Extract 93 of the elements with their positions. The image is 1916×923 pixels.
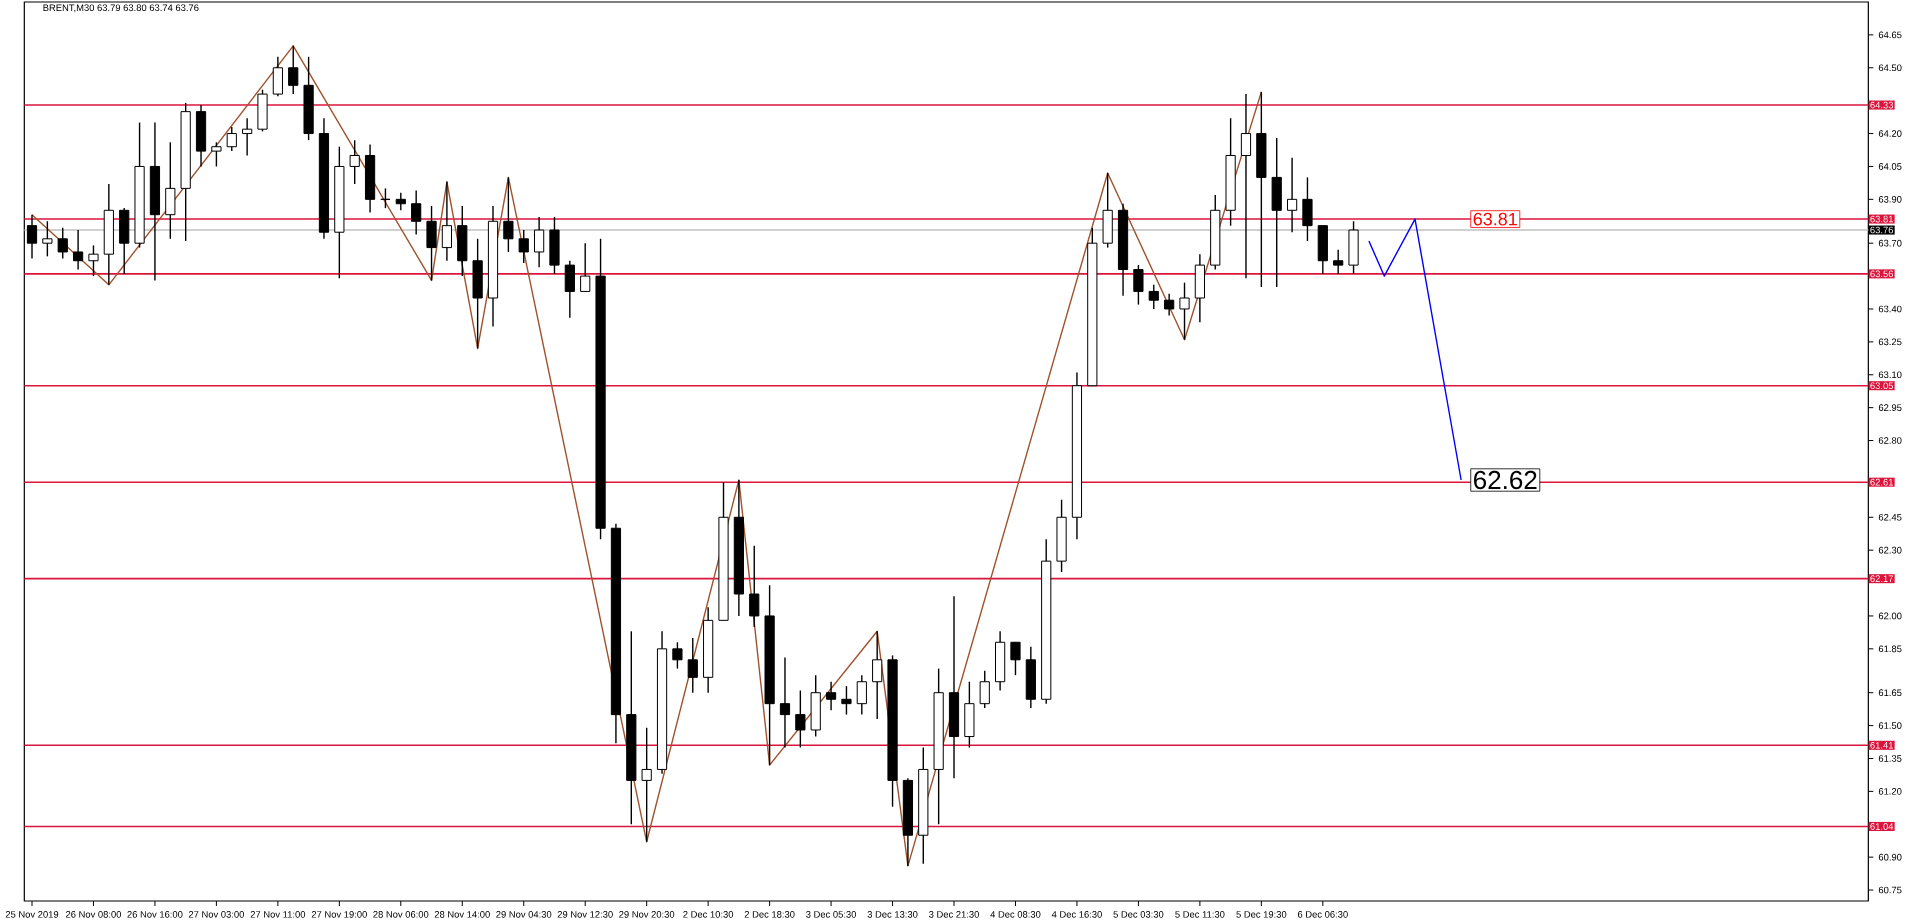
- y-tick-label: 64.20: [1878, 130, 1902, 137]
- candlestick: [1240, 93, 1252, 279]
- candlestick: [42, 220, 53, 258]
- y-tick-label: 60.75: [1878, 886, 1902, 894]
- x-tick-label: 5 Dec 11:30: [1175, 911, 1225, 918]
- line-series: [1368, 218, 1462, 481]
- x-tick-label: 28 Nov 14:00: [434, 911, 490, 918]
- y-tick-label: 62.95: [1878, 404, 1902, 411]
- ref-line-label: 63.81: [1870, 215, 1894, 223]
- candlestick: [57, 227, 68, 260]
- x-tick-label: 28 Nov 06:00: [373, 911, 429, 918]
- y-tick-label: 64.65: [1878, 31, 1902, 39]
- y-tick-label: 63.70: [1878, 239, 1902, 247]
- candlestick: [503, 176, 514, 253]
- x-tick-label: 2 Dec 10:30: [683, 911, 734, 918]
- ref-line-label: 62.17: [1870, 575, 1893, 582]
- x-tick-label: 5 Dec 19:30: [1236, 911, 1287, 918]
- candlestick: [641, 727, 652, 843]
- candlestick: [1179, 281, 1190, 341]
- x-tick-label: 2 Dec 18:30: [744, 911, 795, 918]
- y-tick-label: 64.50: [1878, 64, 1902, 72]
- candlestick: [288, 45, 299, 95]
- x-tick-label: 29 Nov 12:30: [557, 911, 613, 918]
- y-tick-label: 63.40: [1878, 305, 1902, 313]
- candlestick: [841, 685, 852, 716]
- candlestick: [825, 681, 837, 711]
- x-tick-label: 5 Dec 03:30: [1113, 911, 1164, 918]
- ref-line-label: 61.41: [1870, 741, 1894, 749]
- candlestick: [226, 126, 237, 152]
- x-tick-label: 25 Nov 2019: [5, 911, 59, 918]
- y-tick-label: 62.80: [1878, 437, 1902, 444]
- candlestick: [211, 141, 222, 168]
- y-tick-label: 63.25: [1878, 338, 1902, 346]
- ref-line-label: 63.56: [1870, 270, 1894, 278]
- y-tick-label: 62.45: [1878, 513, 1902, 521]
- y-tick-label: 61.50: [1878, 722, 1902, 729]
- candlestick: [1286, 156, 1298, 233]
- x-tick-label: 27 Nov 19:00: [311, 911, 367, 918]
- y-tick-label: 60.90: [1878, 853, 1902, 861]
- x-tick-label: 27 Nov 11:00: [250, 911, 306, 918]
- candlestick: [533, 216, 545, 269]
- annotation: 62.62: [1474, 470, 1537, 490]
- ref-line-label: 63.05: [1870, 382, 1894, 390]
- y-tick-label: 61.85: [1878, 645, 1902, 653]
- x-tick-label: 4 Dec 16:30: [1051, 911, 1102, 918]
- x-tick-label: 26 Nov 16:00: [127, 911, 183, 918]
- candlestick: [872, 630, 883, 720]
- ref-line-label: 62.61: [1870, 478, 1894, 486]
- x-tick-label: 3 Dec 21:30: [929, 911, 979, 918]
- x-tick-label: 3 Dec 05:30: [806, 911, 857, 918]
- candlestick: [1333, 249, 1344, 275]
- candlestick: [518, 229, 529, 264]
- candlestick: [395, 192, 406, 211]
- x-tick-label: 29 Nov 04:30: [496, 911, 552, 918]
- x-tick-label: 29 Nov 20:30: [619, 911, 675, 918]
- candlestick: [349, 139, 360, 185]
- annotation: 63.81: [1473, 212, 1517, 226]
- x-tick-label: 4 Dec 08:30: [990, 911, 1041, 918]
- y-tick-label: 61.35: [1878, 755, 1902, 762]
- y-tick-label: 62.00: [1878, 612, 1902, 620]
- candlestick: [580, 242, 591, 293]
- ref-line-label: 64.33: [1870, 101, 1894, 109]
- candlestick: [26, 213, 38, 260]
- y-tick-label: 62.30: [1878, 546, 1902, 554]
- candlestick: [1164, 292, 1175, 317]
- candlestick: [749, 545, 760, 628]
- candlestick: [779, 656, 791, 749]
- y-tick-label: 63.90: [1878, 196, 1902, 203]
- candlestick: [1010, 641, 1021, 676]
- y-tick-label: 64.05: [1878, 163, 1902, 170]
- chart-title: BRENT,M30 63.79 63.80 63.74 63.76: [43, 4, 199, 13]
- candlestick: [411, 189, 422, 236]
- candlestick: [441, 181, 453, 262]
- x-tick-label: 3 Dec 13:30: [867, 911, 918, 918]
- candlestick: [672, 641, 683, 670]
- y-tick-label: 61.20: [1878, 788, 1902, 795]
- candlestick: [687, 637, 698, 694]
- candlestick: [72, 229, 84, 271]
- x-tick-label: 6 Dec 06:30: [1297, 911, 1348, 918]
- candlestick: [88, 244, 99, 277]
- candlestick: [1133, 264, 1144, 306]
- candlestick: [242, 117, 253, 157]
- y-tick-label: 61.65: [1878, 689, 1902, 697]
- candlestick: [795, 689, 806, 749]
- candlestick: [856, 674, 867, 716]
- candlestick: [380, 187, 391, 209]
- x-tick-label: 27 Nov 03:00: [188, 911, 244, 918]
- candlestick: [979, 670, 990, 709]
- y-tick-label: 63.10: [1878, 371, 1902, 379]
- x-tick-label: 26 Nov 08:00: [65, 911, 122, 918]
- candlestick: [1148, 284, 1159, 310]
- ref-line-label: 63.76: [1870, 226, 1894, 234]
- ref-line-label: 61.04: [1870, 823, 1894, 830]
